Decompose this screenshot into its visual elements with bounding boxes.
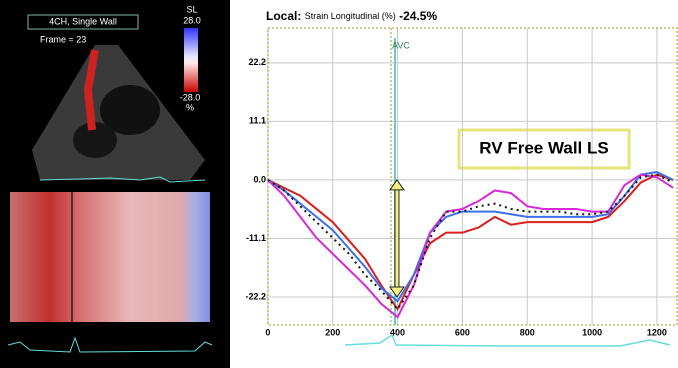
- y-tick-label: -22.2: [245, 291, 266, 301]
- scale-max: 28.0: [183, 15, 201, 25]
- y-tick-label: 0.0: [253, 174, 266, 184]
- x-tick-label: 400: [390, 327, 405, 337]
- x-tick-label: 1200: [647, 327, 667, 337]
- annotation: RV Free Wall LS: [479, 138, 608, 157]
- screen: 4CH, Single Wall Frame = 23 SL 28.0 -28.…: [0, 0, 678, 368]
- avc-label: AVC: [392, 40, 410, 50]
- y-tick-label: -11.1: [246, 233, 266, 243]
- scale-min: -28.0: [180, 92, 201, 102]
- title-prefix: Local:: [266, 9, 301, 23]
- chart-title: Local: Strain Longitudinal (%) -24.5%: [266, 9, 437, 23]
- x-tick-label: 800: [520, 327, 535, 337]
- x-tick-label: 1000: [582, 327, 602, 337]
- x-tick-label: 0: [265, 327, 270, 337]
- page: 4CH, Single Wall Frame = 23 SL 28.0 -28.…: [0, 0, 678, 368]
- m-mode: [10, 192, 210, 322]
- title-value: -24.5%: [399, 9, 437, 23]
- scale-name: SL: [186, 4, 197, 14]
- color-bar: [184, 28, 198, 92]
- title-text: Strain Longitudinal (%): [305, 11, 396, 21]
- chart-panel: [230, 0, 678, 368]
- frame-label: Frame = 23: [40, 34, 86, 44]
- y-tick-label: 22.2: [248, 57, 266, 67]
- scale-unit: %: [186, 102, 194, 112]
- x-tick-label: 600: [455, 327, 470, 337]
- x-tick-label: 200: [325, 327, 340, 337]
- view-label: 4CH, Single Wall: [49, 16, 117, 26]
- y-tick-label: 11.1: [249, 116, 266, 126]
